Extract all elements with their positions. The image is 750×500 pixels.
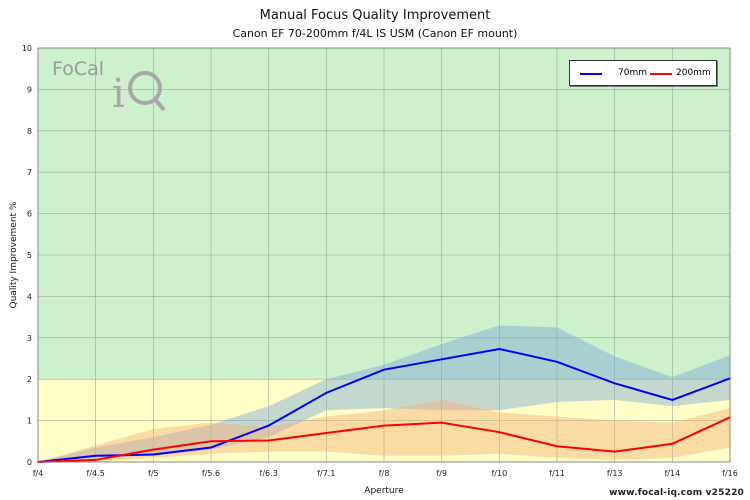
y-tick-label: 7 — [27, 168, 32, 177]
x-tick-label: f/13 — [607, 469, 623, 478]
chart-title: Manual Focus Quality Improvement — [259, 8, 491, 23]
data-point-70mm — [556, 361, 558, 363]
legend-label-200mm: 200mm — [676, 68, 711, 78]
x-tick-label: f/11 — [549, 469, 565, 478]
y-tick-label: 8 — [27, 127, 32, 136]
x-tick-label: f/5.6 — [202, 469, 220, 478]
y-tick-label: 0 — [27, 458, 32, 467]
y-tick-label: 1 — [27, 417, 32, 426]
legend-swatch-200mm — [650, 73, 672, 75]
magnifier-icon: i — [112, 71, 166, 114]
chart-subtitle: Canon EF 70-200mm f/4L IS USM (Canon EF … — [232, 27, 518, 40]
data-point-70mm — [671, 399, 674, 401]
data-point-200mm — [210, 440, 212, 443]
data-point-70mm — [383, 368, 385, 371]
data-point-200mm — [94, 459, 97, 461]
data-point-200mm — [613, 450, 616, 453]
y-axis-label: Quality Improvement % — [9, 201, 19, 308]
x-tick-label: f/5 — [148, 469, 159, 478]
data-point-200mm — [325, 432, 328, 434]
legend-label-70mm: 70mm — [618, 68, 647, 78]
x-axis-label: Aperture — [364, 486, 404, 496]
y-tick-label: 6 — [27, 210, 32, 219]
x-tick-label: f/8 — [379, 469, 390, 478]
x-tick-label: f/6.3 — [260, 469, 278, 478]
data-point-200mm — [671, 442, 674, 445]
data-point-70mm — [267, 424, 270, 427]
data-point-70mm — [498, 348, 501, 350]
x-tick-label: f/9 — [436, 469, 447, 478]
y-tick-label: 9 — [27, 85, 32, 94]
y-tick-label: 4 — [27, 292, 32, 301]
data-point-200mm — [267, 439, 270, 442]
data-point-70mm — [613, 382, 616, 385]
data-point-70mm — [325, 392, 328, 394]
data-point-200mm — [440, 421, 443, 424]
data-point-200mm — [383, 424, 385, 427]
data-point-200mm — [556, 445, 558, 448]
y-tick-label: 2 — [27, 375, 32, 384]
y-tick-label: 10 — [22, 44, 32, 53]
chart-legend: 70mm 200mm — [569, 60, 717, 86]
x-tick-label: f/7.1 — [317, 469, 335, 478]
data-point-70mm — [152, 453, 155, 456]
y-tick-label: 5 — [27, 251, 32, 260]
x-tick-label: f/10 — [491, 469, 507, 478]
data-point-70mm — [440, 358, 443, 361]
x-tick-label: f/4 — [33, 469, 44, 478]
x-tick-label: f/16 — [722, 469, 738, 478]
data-point-200mm — [498, 431, 501, 433]
footer-credit: www.focal-iq.com v25220 — [609, 488, 744, 498]
x-tick-label: f/4.5 — [87, 469, 105, 478]
legend-swatch-70mm — [580, 73, 602, 75]
x-tick-label: f/14 — [664, 469, 680, 478]
logo-text: FoCal — [52, 58, 105, 80]
focal-logo: FoCal i — [50, 58, 180, 114]
data-point-70mm — [210, 446, 212, 449]
y-tick-label: 3 — [27, 334, 32, 343]
svg-text:i: i — [112, 71, 125, 114]
plot-border — [37, 47, 731, 463]
data-point-70mm — [94, 454, 97, 457]
data-point-200mm — [152, 448, 155, 451]
range-band-70mm — [38, 325, 730, 462]
